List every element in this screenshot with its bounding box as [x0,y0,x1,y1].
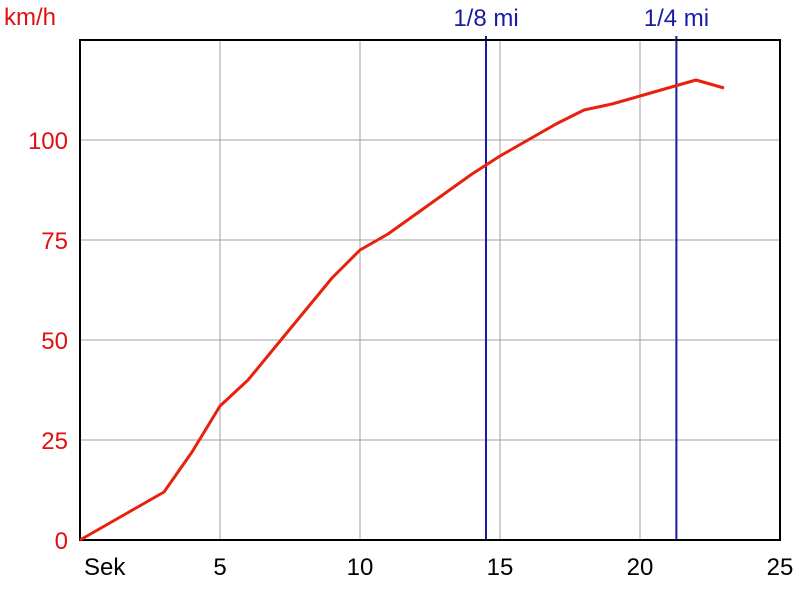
y-tick-labels: 0 25 50 75 100 [28,128,68,555]
x-tick-label: 20 [627,554,654,581]
y-tick-label: 75 [41,228,68,255]
distance-marker-label: 1/8 mi [453,5,518,32]
x-tick-label: 5 [213,554,226,581]
y-axis-unit-label: km/h [4,4,56,31]
plot-area-frame [79,39,781,541]
x-axis-unit-label: Sek [84,554,126,581]
x-tick-label: 10 [347,554,374,581]
x-tick-labels: 5 10 15 20 25 [213,554,793,581]
x-tick-label: 25 [767,554,794,581]
y-tick-label: 0 [55,528,68,555]
y-tick-label: 100 [28,128,68,155]
x-tick-label: 15 [487,554,514,581]
grid-lines [80,40,781,541]
speed-series-line [79,78,725,542]
y-tick-label: 50 [41,328,68,355]
distance-markers: 1/8 mi 1/4 mi [453,5,709,540]
y-tick-label: 25 [41,428,68,455]
distance-marker-label: 1/4 mi [644,5,709,32]
